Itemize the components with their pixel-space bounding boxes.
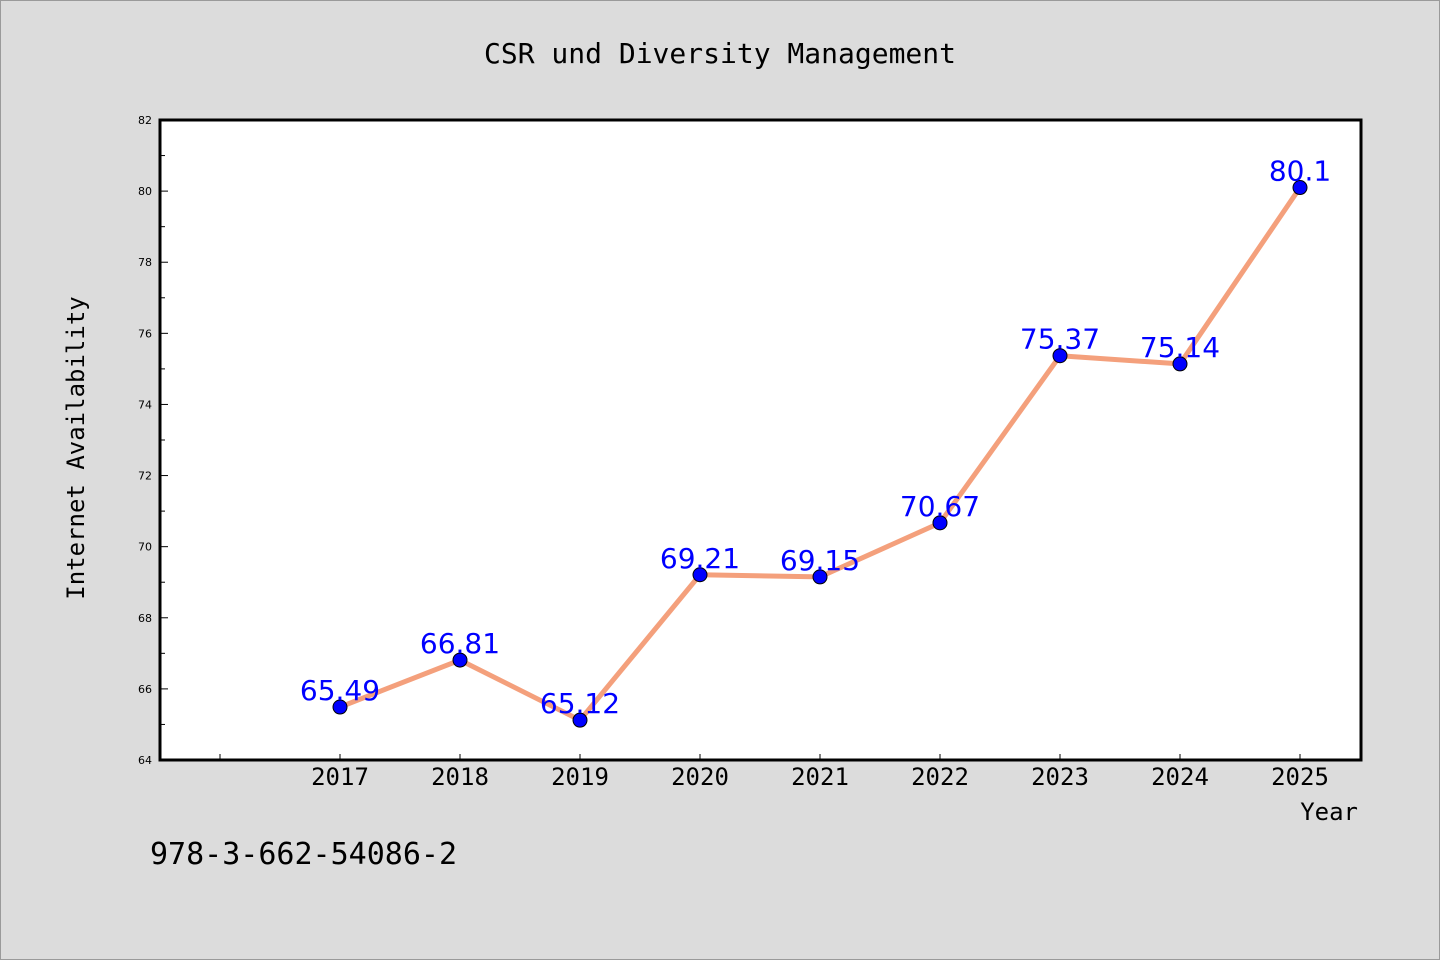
data-label: 66.81 — [420, 627, 500, 660]
data-label: 80.1 — [1269, 155, 1331, 188]
y-tick-label: 68 — [138, 612, 152, 625]
data-label: 75.37 — [1020, 323, 1100, 356]
data-label: 69.21 — [660, 542, 740, 575]
data-label: 69.15 — [780, 544, 860, 577]
x-tick-label: 2019 — [551, 763, 609, 791]
data-label: 65.12 — [540, 687, 620, 720]
y-tick-label: 74 — [138, 398, 152, 411]
data-point-marker — [692, 567, 708, 583]
y-tick-label: 66 — [138, 683, 152, 696]
data-label: 65.49 — [300, 674, 380, 707]
x-tick-label: 2018 — [431, 763, 489, 791]
data-point-marker — [932, 515, 948, 531]
y-tick-label: 82 — [138, 114, 152, 127]
data-point-marker — [812, 569, 828, 585]
x-tick-label: 2021 — [791, 763, 849, 791]
x-tick-label: 2024 — [1151, 763, 1209, 791]
y-tick-label: 80 — [138, 185, 152, 198]
x-tick-label: 2022 — [911, 763, 969, 791]
x-tick-label: 2023 — [1031, 763, 1089, 791]
y-tick-label: 64 — [138, 754, 152, 767]
data-point-marker — [1292, 180, 1308, 196]
x-axis-label: Year — [1300, 798, 1358, 826]
chart-title: CSR und Diversity Management — [484, 37, 956, 70]
footer-identifier: 978-3-662-54086-2 — [150, 837, 457, 872]
data-label: 75.14 — [1140, 331, 1220, 364]
y-tick-label: 76 — [138, 327, 152, 340]
data-point-marker — [572, 712, 588, 728]
y-tick-label: 70 — [138, 541, 152, 554]
data-point-marker — [1172, 356, 1188, 372]
y-axis-label: Internet Availability — [62, 296, 90, 599]
x-tick-label: 2020 — [671, 763, 729, 791]
y-tick-label: 72 — [138, 470, 152, 483]
plot-background — [160, 120, 1361, 760]
data-point-marker — [452, 652, 468, 668]
data-point-marker — [332, 699, 348, 715]
y-tick-label: 78 — [138, 256, 152, 269]
plot-border — [158, 118, 1363, 762]
plot-area: 64 66 68 70 72 74 76 78 80 82 2017 2018 2019 2020 2021… — [138, 114, 1363, 791]
data-label: 70.67 — [900, 490, 980, 523]
x-tick-label: 2025 — [1271, 763, 1329, 791]
x-tick-label: 2017 — [311, 763, 369, 791]
data-point-marker — [1052, 348, 1068, 364]
